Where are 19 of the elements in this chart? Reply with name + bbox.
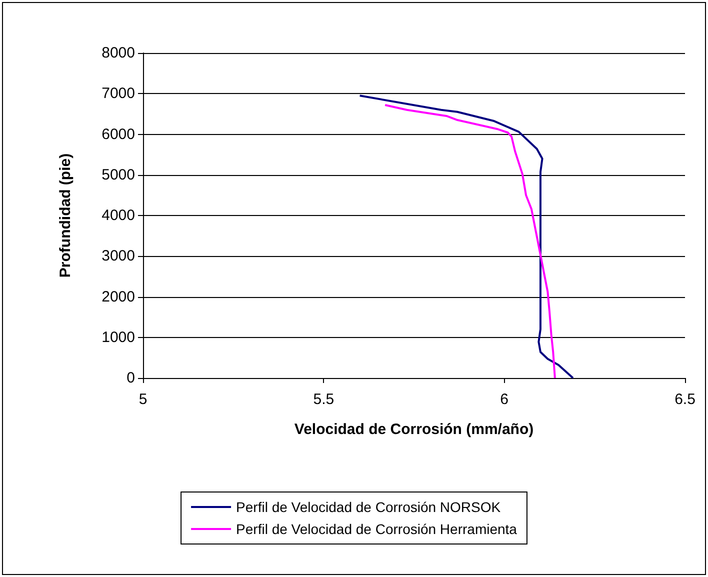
x-tick-label: 5.5 (313, 391, 334, 408)
x-tick-label: 6 (500, 391, 509, 408)
x-tick-label: 5 (138, 391, 148, 408)
y-tick-label: 5000 (102, 166, 135, 184)
y-tick-label: 7000 (102, 85, 135, 102)
y-tick-label: 8000 (102, 44, 135, 62)
y-tick-label: 6000 (102, 126, 135, 143)
y-tick-label: 2000 (102, 288, 135, 306)
line-series (384, 104, 556, 379)
y-tick-label: 1000 (102, 328, 135, 346)
y-tick-label: 3000 (102, 248, 135, 265)
legend-label: Perfil de Velocidad de Corrosión NORSOK (236, 499, 502, 515)
x-axis-title: Velocidad de Corrosión (mm/año) (294, 421, 534, 438)
y-axis-title: Profundidad (pie) (57, 153, 74, 278)
y-tick-label: 4000 (102, 207, 135, 224)
legend-label: Perfil de Velocidad de Corrosión Herramienta (236, 521, 518, 537)
x-tick-label: 6.5 (674, 391, 696, 408)
line-series (358, 94, 574, 379)
y-tick-label: 0 (126, 370, 135, 386)
